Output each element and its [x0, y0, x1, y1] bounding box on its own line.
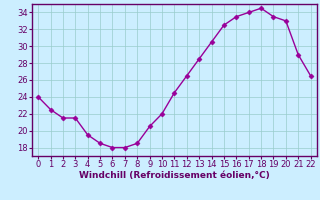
X-axis label: Windchill (Refroidissement éolien,°C): Windchill (Refroidissement éolien,°C): [79, 171, 270, 180]
